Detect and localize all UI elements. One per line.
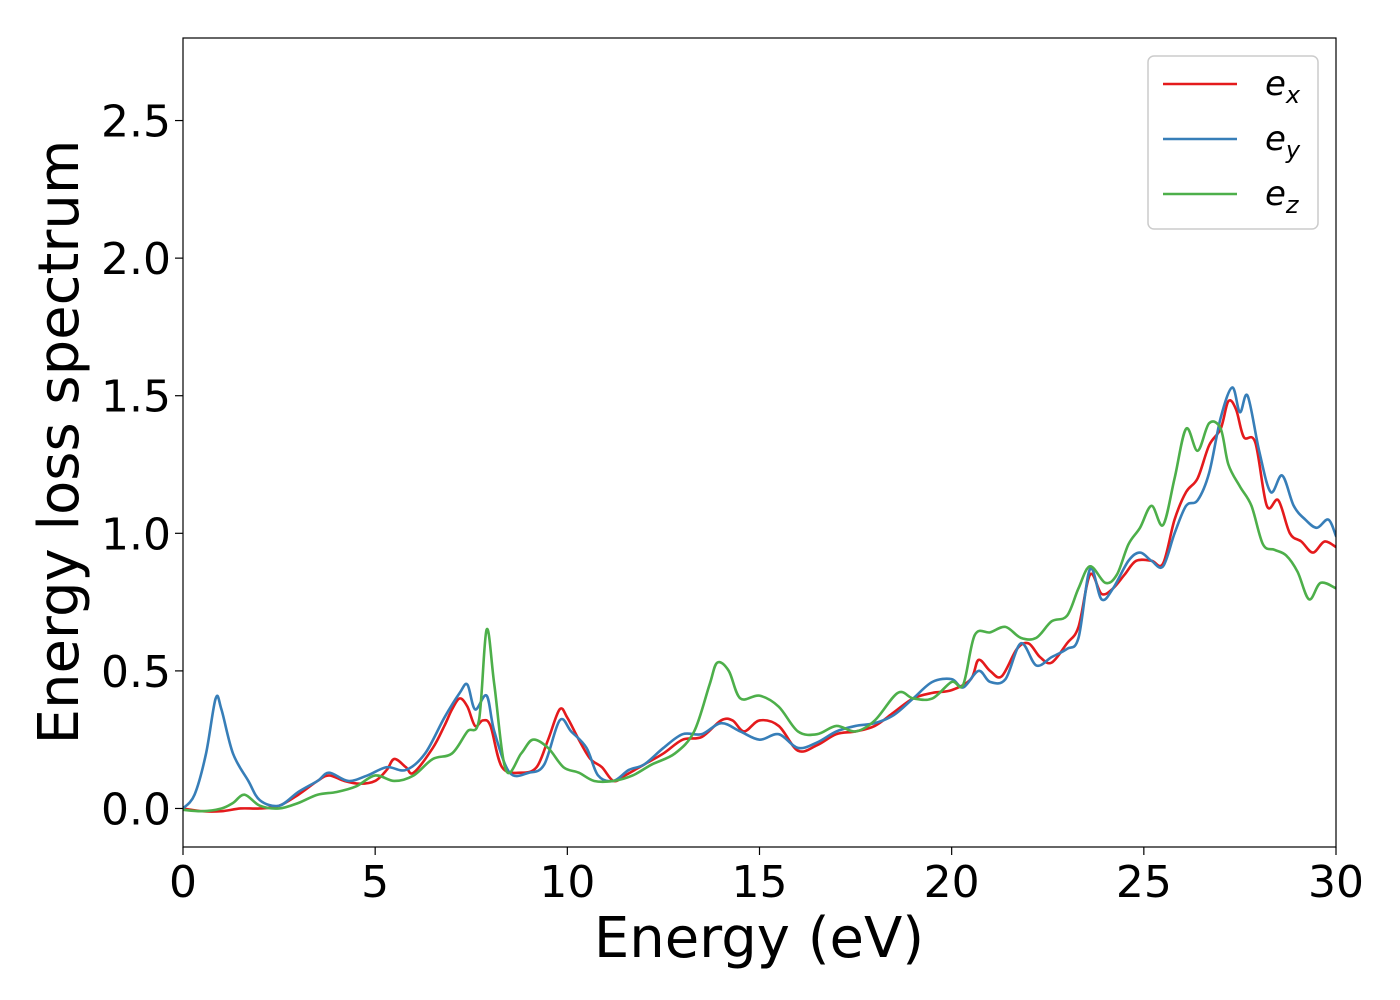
series-line-z [183, 420, 1336, 813]
y-tick-label: 0.5 [101, 647, 171, 698]
x-tick-label: 5 [361, 857, 389, 908]
y-tick-label: 2.5 [101, 97, 171, 148]
x-tick-label: 15 [732, 857, 788, 908]
series-line-y [183, 386, 1336, 810]
x-tick-label: 20 [924, 857, 980, 908]
legend-label-z: ez [1265, 174, 1300, 219]
x-tick-label: 0 [169, 857, 197, 908]
x-tick-label: 25 [1116, 857, 1172, 908]
y-tick-label: 1.0 [101, 509, 171, 560]
y-tick-label: 0.0 [101, 784, 171, 835]
y-axis-title: Energy loss spectrum [27, 140, 92, 745]
x-tick-label: 10 [539, 857, 595, 908]
legend-box [1147, 55, 1319, 230]
x-axis: 0 5 10 15 20 25 30 [169, 847, 1364, 908]
series-layer [183, 386, 1336, 813]
series-line-x [183, 399, 1336, 813]
x-tick-label: 30 [1308, 857, 1364, 908]
y-tick-label: 2.0 [101, 234, 171, 285]
x-axis-title: Energy (eV) [594, 906, 924, 971]
y-axis: 0.0 0.5 1.0 1.5 2.0 2.5 [101, 97, 183, 835]
y-tick-label: 1.5 [101, 372, 171, 423]
